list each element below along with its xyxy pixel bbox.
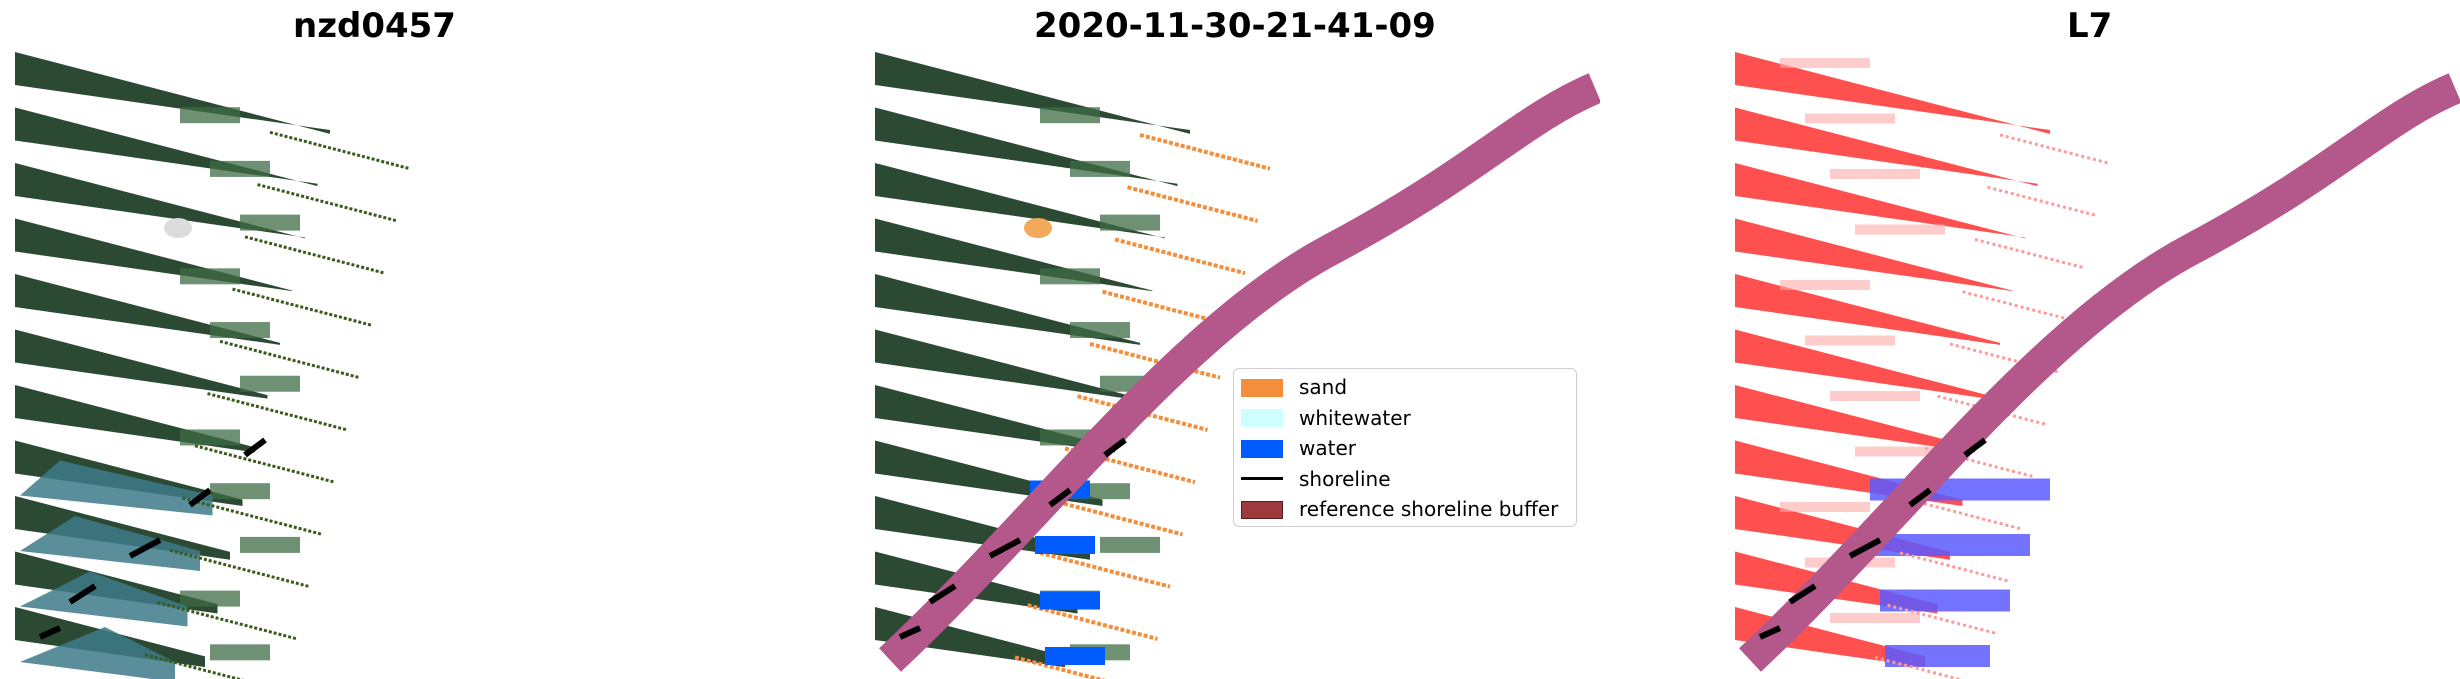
image-swath (15, 496, 311, 589)
classified-swath (875, 385, 1196, 485)
legend-label-sand: sand (1299, 375, 1348, 399)
legend-label-whitewater: whitewater (1299, 406, 1411, 430)
image-swath (15, 274, 361, 380)
legend-swatch-sand (1241, 379, 1283, 397)
shoreline-segment (38, 625, 62, 640)
index-swath (1735, 496, 2030, 583)
legend-swatch-whitewater (1241, 409, 1283, 427)
shoreline-segment (1048, 487, 1072, 508)
legend: sand whitewater water shoreline referenc… (1233, 368, 1577, 527)
classified-image-panel (875, 52, 1600, 679)
shoreline-segment (1103, 437, 1127, 458)
shoreline-segment (1758, 625, 1782, 640)
classified-swath (875, 52, 1271, 171)
image-swath (15, 218, 373, 327)
image-swath (15, 440, 323, 536)
index-swath (1735, 107, 2098, 218)
image-swath (15, 163, 386, 275)
legend-swatch-water (1241, 440, 1283, 458)
index-swath (1735, 274, 2061, 374)
image-swath (15, 607, 270, 679)
shoreline-segment (898, 625, 922, 640)
shoreline-segment (128, 537, 162, 559)
image-swath (15, 551, 298, 641)
cloud-patch (164, 218, 192, 238)
legend-label-shoreline: shoreline (1299, 467, 1391, 491)
panel-title-classification: 2020-11-30-21-41-09 (1034, 6, 1436, 46)
shoreline-segment (68, 583, 97, 605)
reference-shoreline-buffer (879, 73, 1600, 672)
image-swath (15, 107, 398, 223)
classified-swath (875, 274, 1221, 380)
classified-swath (875, 496, 1171, 589)
shoreline-segment (1963, 437, 1987, 458)
index-swath (1735, 163, 2086, 270)
shoreline-segment (243, 437, 267, 458)
satellite-image-panel (15, 52, 411, 679)
panel-title-index: L7 (2067, 6, 2113, 46)
shoreline-segment (1848, 537, 1882, 559)
shoreline-segment (988, 537, 1022, 559)
legend-line-shoreline (1241, 477, 1283, 480)
image-swath (15, 329, 348, 432)
index-swath (1735, 218, 2073, 322)
image-swath (15, 52, 411, 171)
index-swath (1735, 52, 2111, 165)
classified-swath (875, 107, 1259, 223)
reference-shoreline-buffer (1739, 73, 2460, 672)
cloud-patch (1024, 218, 1052, 238)
classified-swath (875, 163, 1246, 276)
shoreline-segment (1788, 583, 1817, 605)
legend-swatch-buffer (1241, 501, 1283, 519)
panel-title-image: nzd0457 (293, 6, 456, 46)
legend-label-water: water (1299, 436, 1356, 460)
shoreline-segment (928, 583, 957, 605)
shoreline-segment (188, 487, 212, 508)
image-swath (15, 385, 336, 484)
shoreline-segment (1908, 487, 1932, 508)
legend-label-buffer: reference shoreline buffer (1299, 497, 1559, 521)
index-image-panel (1735, 52, 2460, 679)
